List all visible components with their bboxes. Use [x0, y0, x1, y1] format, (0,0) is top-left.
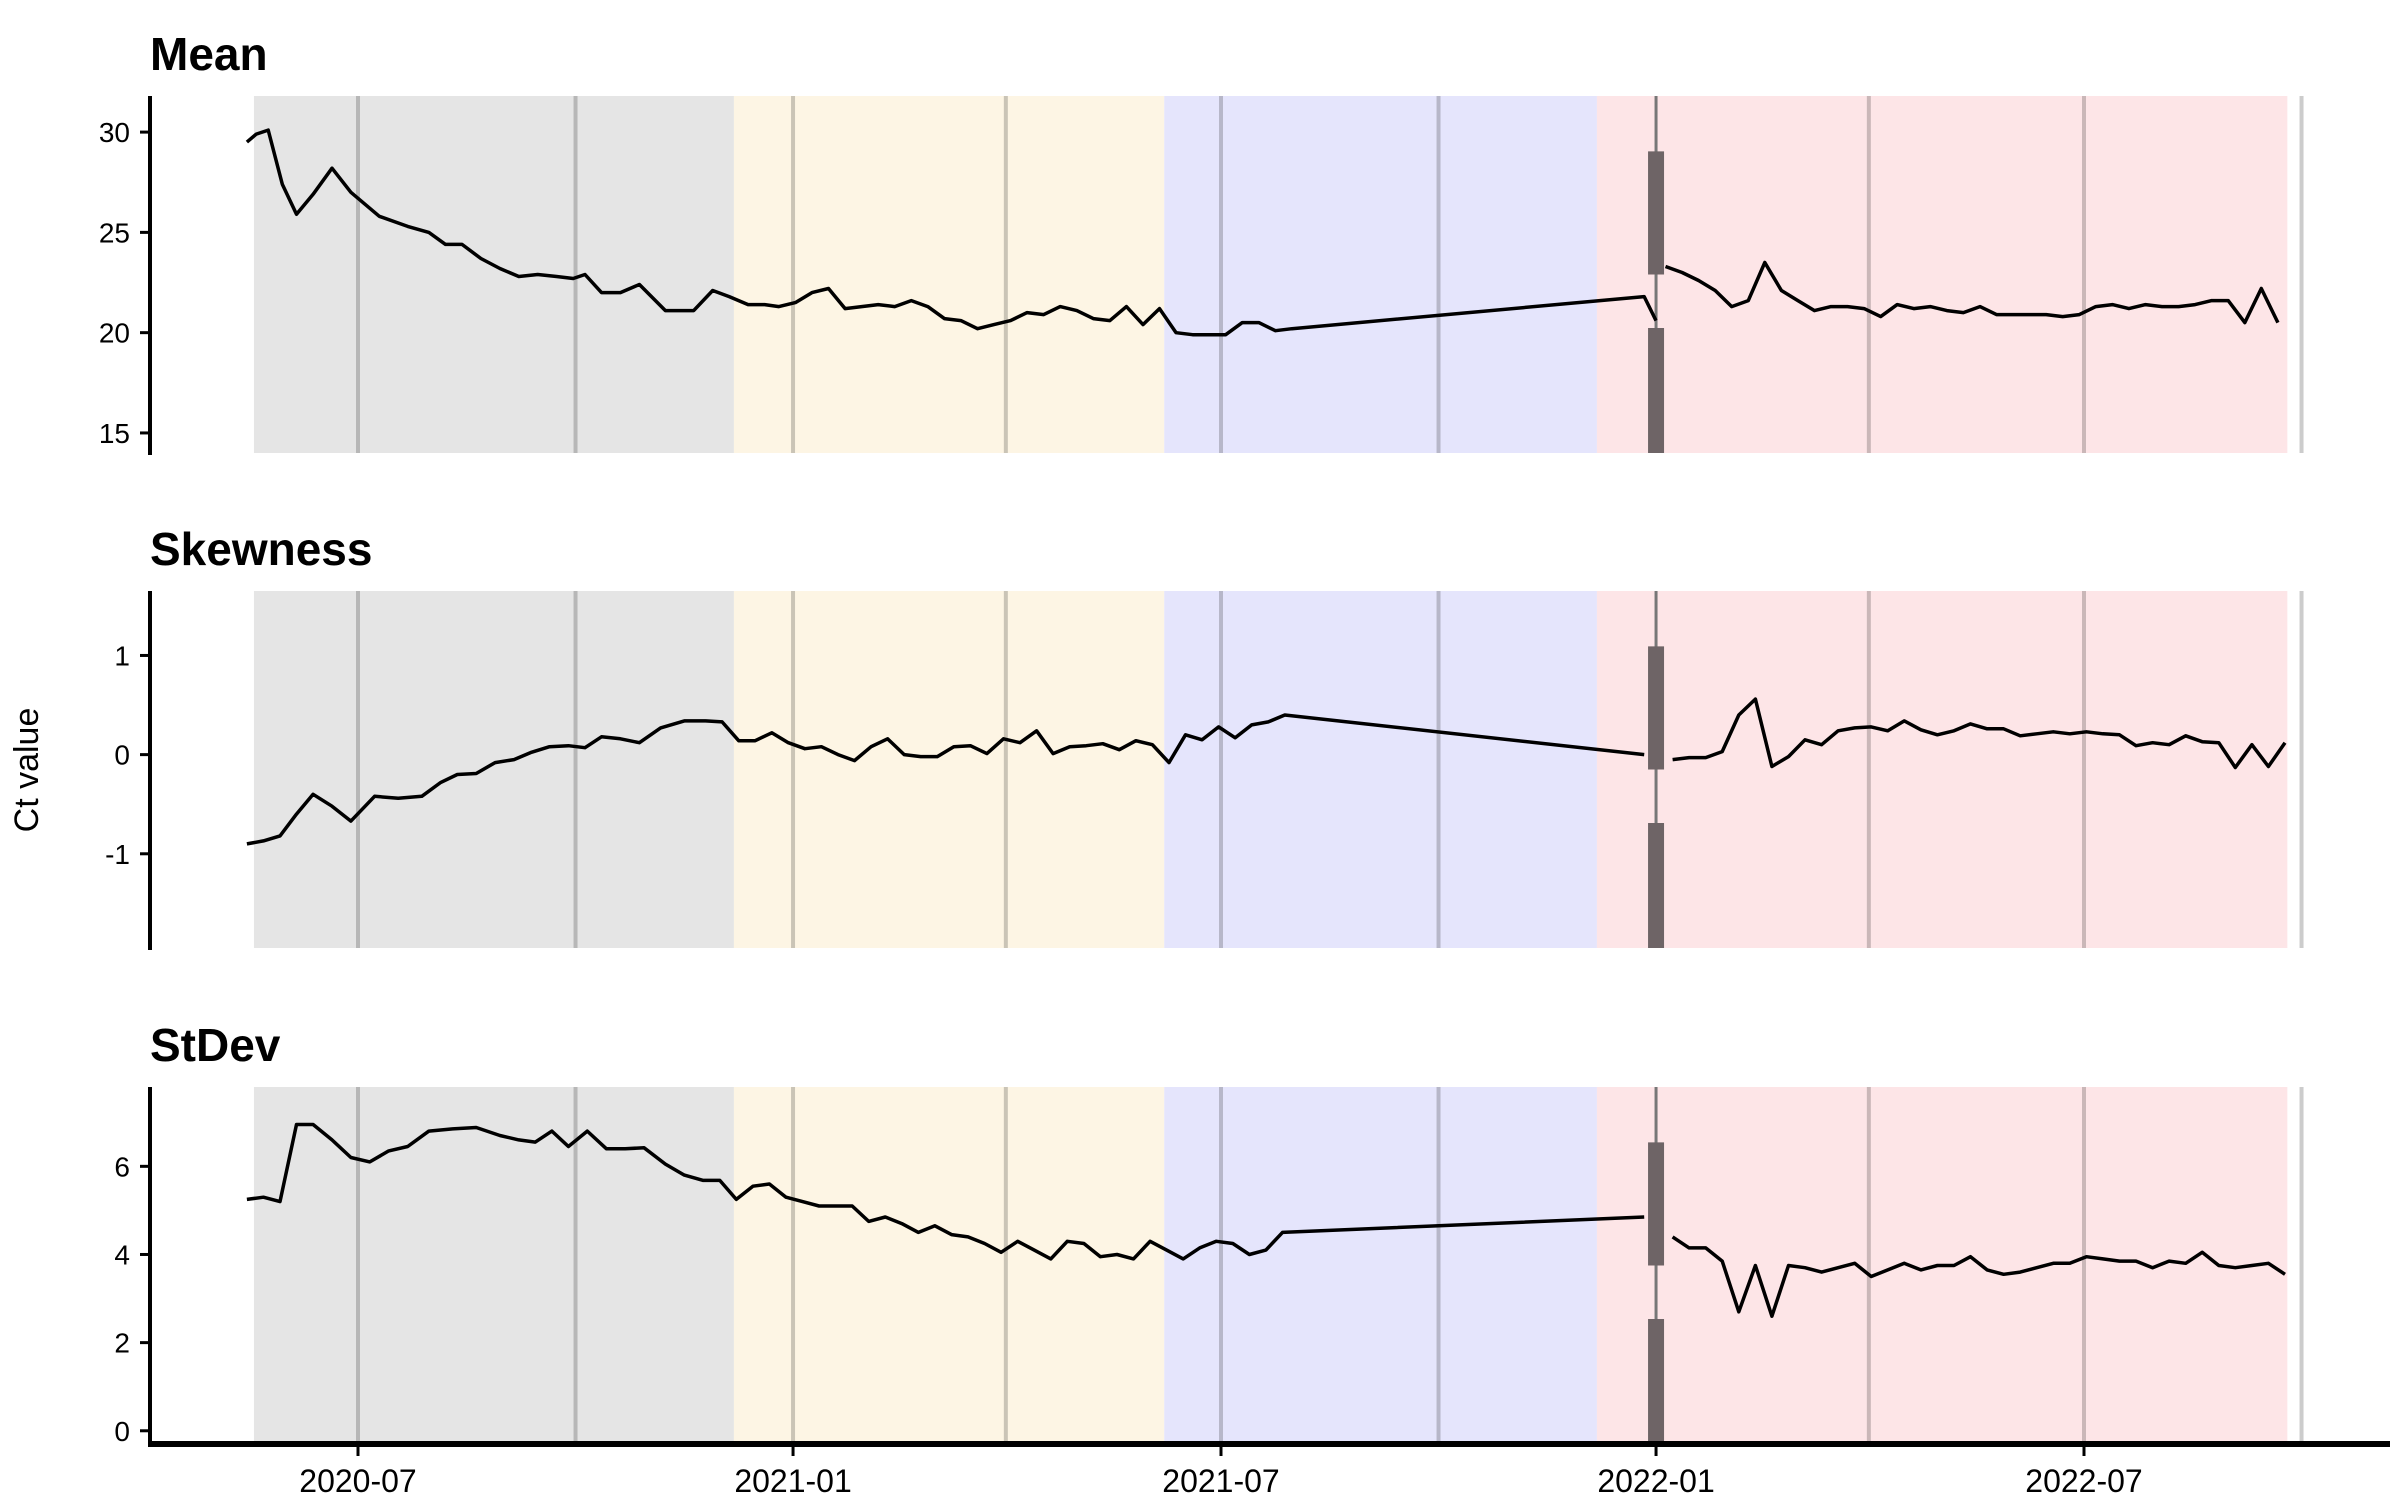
y-tick-label: 4	[114, 1239, 130, 1270]
panel-title: StDev	[150, 1019, 281, 1071]
series-line-segment-1	[246, 1122, 1645, 1261]
y-tick-label: 6	[114, 1151, 130, 1182]
x-tick-label: 2022-07	[2025, 1463, 2142, 1499]
period-band-2	[733, 96, 1165, 453]
panel-stdev: 0 2 4 6 StDev	[114, 1019, 2304, 1447]
period-band-4	[1596, 96, 2288, 453]
y-tick-label: 25	[99, 217, 130, 248]
y-tick-label: 30	[99, 117, 130, 148]
panel-title: Mean	[150, 28, 268, 80]
period-band-1	[253, 96, 734, 453]
y-tick-label: 2	[114, 1328, 130, 1359]
x-tick-label: 2020-07	[299, 1463, 416, 1499]
y-tick-label: 0	[114, 1416, 130, 1447]
period-band-3	[1164, 591, 1597, 948]
x-tick-label: 2021-01	[734, 1463, 851, 1499]
period-band-1	[253, 591, 734, 948]
period-band-3	[1164, 1087, 1597, 1444]
x-tick-label: 2022-01	[1597, 1463, 1714, 1499]
x-tick-label: 2021-07	[1162, 1463, 1279, 1499]
y-tick-label: 20	[99, 318, 130, 349]
panel-title: Skewness	[150, 523, 372, 575]
x-axis: 2020-07 2021-01 2021-07 2022-01 2022-07	[148, 1441, 2390, 1499]
series-line-segment-2	[1664, 260, 2280, 325]
y-tick-label: 15	[99, 418, 130, 449]
period-band-4	[1596, 591, 2288, 948]
period-band-2	[733, 1087, 1165, 1444]
period-band-3	[1164, 96, 1597, 453]
series-line-segment-2	[1671, 1235, 2286, 1318]
series-line-segment-1	[245, 128, 1658, 337]
period-band-1	[253, 1087, 734, 1444]
series-line-segment-1	[246, 713, 1645, 846]
y-axis-label: Ct value	[8, 708, 46, 833]
y-tick-label: -1	[105, 839, 130, 870]
y-tick-label: 1	[114, 640, 130, 671]
y-tick-label: 0	[114, 740, 130, 771]
panel-skewness: -1 0 1 Skewness	[105, 523, 2304, 950]
panel-mean: 15 20 25 30 Mean	[99, 28, 2304, 455]
series-line-segment-2	[1672, 697, 2287, 770]
period-band-2	[733, 591, 1165, 948]
